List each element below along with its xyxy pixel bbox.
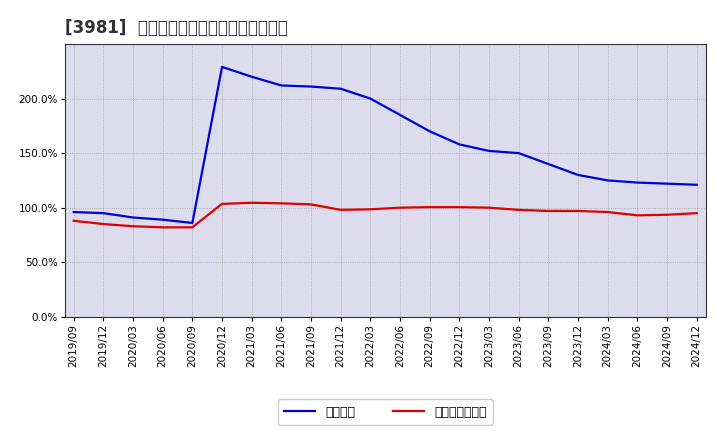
固定比率 <box>514 150 523 156</box>
固定長期適合率 <box>277 201 286 206</box>
固定比率 <box>426 128 434 134</box>
固定長期適合率 <box>574 208 582 213</box>
固定比率 <box>396 112 405 117</box>
固定比率 <box>633 180 642 185</box>
固定長期適合率 <box>248 200 256 205</box>
固定長期適合率 <box>69 218 78 224</box>
固定比率 <box>99 210 108 216</box>
Legend: 固定比率, 固定長期適合率: 固定比率, 固定長期適合率 <box>278 400 492 425</box>
固定長期適合率 <box>217 201 226 206</box>
固定比率 <box>69 209 78 215</box>
固定長期適合率 <box>307 202 315 207</box>
固定長期適合率 <box>366 207 374 212</box>
固定長期適合率 <box>603 209 612 215</box>
Text: [3981]  固定比率、固定長期適合率の推移: [3981] 固定比率、固定長期適合率の推移 <box>65 19 288 37</box>
固定長期適合率 <box>455 205 464 210</box>
固定長期適合率 <box>485 205 493 210</box>
固定比率 <box>485 148 493 154</box>
固定長期適合率 <box>662 212 671 217</box>
固定長期適合率 <box>336 207 345 213</box>
固定長期適合率 <box>514 207 523 213</box>
固定比率 <box>544 161 553 167</box>
固定長期適合率 <box>99 221 108 227</box>
固定比率 <box>603 178 612 183</box>
固定長期適合率 <box>396 205 405 210</box>
固定長期適合率 <box>158 225 167 230</box>
固定比率 <box>248 74 256 79</box>
固定比率 <box>662 181 671 186</box>
固定比率 <box>277 83 286 88</box>
Line: 固定長期適合率: 固定長期適合率 <box>73 203 697 227</box>
固定比率 <box>158 217 167 222</box>
固定比率 <box>188 220 197 226</box>
固定比率 <box>336 86 345 92</box>
固定比率 <box>455 142 464 147</box>
固定長期適合率 <box>426 205 434 210</box>
固定比率 <box>307 84 315 89</box>
固定長期適合率 <box>544 208 553 213</box>
固定比率 <box>129 215 138 220</box>
固定長期適合率 <box>188 225 197 230</box>
固定長期適合率 <box>693 210 701 216</box>
固定比率 <box>574 172 582 178</box>
固定長期適合率 <box>129 224 138 229</box>
固定比率 <box>217 64 226 70</box>
固定比率 <box>693 182 701 187</box>
固定比率 <box>366 96 374 101</box>
固定長期適合率 <box>633 213 642 218</box>
Line: 固定比率: 固定比率 <box>73 67 697 223</box>
